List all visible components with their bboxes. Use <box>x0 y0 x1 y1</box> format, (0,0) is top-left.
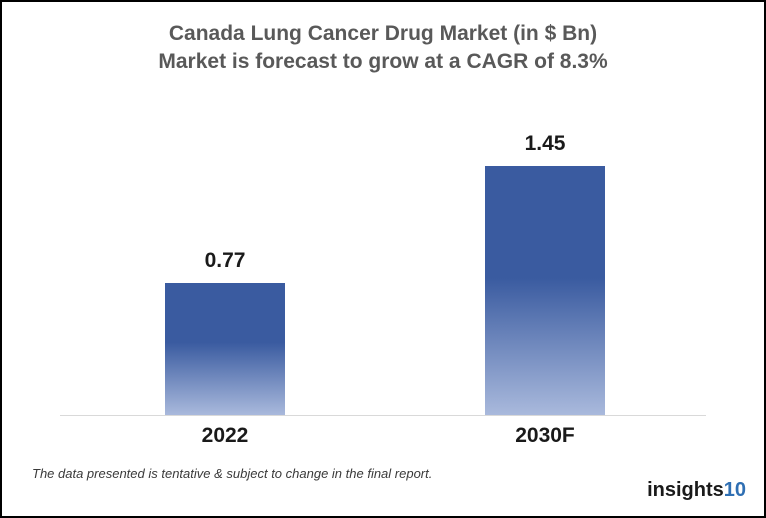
bar-2030f <box>485 166 605 415</box>
chart-title-block: Canada Lung Cancer Drug Market (in $ Bn)… <box>2 2 764 77</box>
chart-title-line1: Canada Lung Cancer Drug Market (in $ Bn) <box>2 20 764 48</box>
bar-value-label: 1.45 <box>485 132 605 156</box>
brand-logo-accent: 10 <box>724 479 746 502</box>
bar-value-label: 0.77 <box>165 249 285 273</box>
disclaimer-text: The data presented is tentative & subjec… <box>32 466 746 481</box>
bar-group-2030f: 1.45 <box>485 132 605 415</box>
brand-logo-text: insights <box>647 479 724 502</box>
footer: The data presented is tentative & subjec… <box>32 466 746 502</box>
bar-group-2022: 0.77 <box>165 249 285 415</box>
x-axis-label: 2030F <box>485 424 605 448</box>
chart-title-line2: Market is forecast to grow at a CAGR of … <box>2 48 764 76</box>
chart-card: Canada Lung Cancer Drug Market (in $ Bn)… <box>0 0 766 518</box>
chart-plot-area: 0.77 1.45 <box>60 102 706 416</box>
brand-logo: insights10 <box>647 479 746 502</box>
bar-2022 <box>165 283 285 415</box>
x-axis-label: 2022 <box>165 424 285 448</box>
x-axis-labels: 2022 2030F <box>60 424 706 454</box>
